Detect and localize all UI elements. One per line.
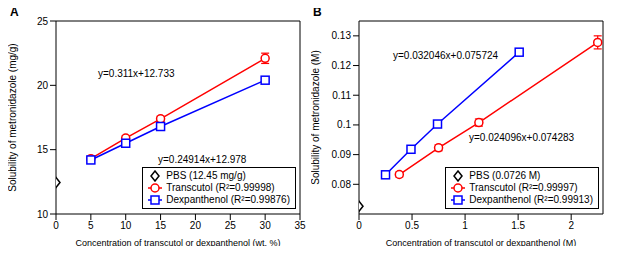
html-text:Dexpanthenol (R²=0.99913): Dexpanthenol (R²=0.99913) xyxy=(469,194,593,205)
svg-text:0: 0 xyxy=(53,220,59,231)
html-text:Dexpanthenol (R²=0.99876): Dexpanthenol (R²=0.99876) xyxy=(166,194,290,205)
svg-text:25: 25 xyxy=(37,16,49,27)
svg-text:Concentration of transcutol or: Concentration of transcutol or dexpanthe… xyxy=(386,238,577,246)
svg-text:25: 25 xyxy=(225,220,237,231)
html-text:B: B xyxy=(313,5,322,19)
svg-text:Concentration of transcutol or: Concentration of transcutol or dexpanthe… xyxy=(75,238,280,246)
svg-text:1.5: 1.5 xyxy=(511,220,525,231)
svg-text:0: 0 xyxy=(356,220,362,231)
svg-text:15: 15 xyxy=(37,144,49,155)
html-text:y=0.311x+12.733: y=0.311x+12.733 xyxy=(98,68,175,79)
html-text:Transcutol (R²=0.99998): Transcutol (R²=0.99998) xyxy=(166,182,275,193)
svg-text:5: 5 xyxy=(88,220,94,231)
html-text:Transcutol (R²=0.99997): Transcutol (R²=0.99997) xyxy=(469,182,578,193)
svg-text:35: 35 xyxy=(294,220,306,231)
html-text:y=0.024096x+0.074283: y=0.024096x+0.074283 xyxy=(469,132,575,143)
html-text:A: A xyxy=(10,5,19,19)
svg-text:0.08: 0.08 xyxy=(332,179,352,190)
svg-text:30: 30 xyxy=(260,220,272,231)
svg-text:20: 20 xyxy=(37,80,49,91)
html-text:PBS (0.0726 M): PBS (0.0726 M) xyxy=(469,170,541,181)
html-text:y=0.032046x+0.075724: y=0.032046x+0.075724 xyxy=(393,50,499,61)
svg-text:0.11: 0.11 xyxy=(332,90,351,101)
html-text:y=0.24914x+12.978: y=0.24914x+12.978 xyxy=(158,154,247,165)
svg-text:0.09: 0.09 xyxy=(332,149,352,160)
svg-text:1: 1 xyxy=(462,220,468,231)
html-text:PBS (12.45 mg/g): PBS (12.45 mg/g) xyxy=(166,170,246,181)
svg-text:10: 10 xyxy=(37,209,49,220)
svg-text:10: 10 xyxy=(120,220,132,231)
svg-text:0.12: 0.12 xyxy=(332,60,352,71)
svg-text:0.13: 0.13 xyxy=(332,30,352,41)
svg-text:Solubility of metronidazole (m: Solubility of metronidazole (mg/g) xyxy=(8,43,18,191)
svg-text:Solubility of metronidazole (M: Solubility of metronidazole (M) xyxy=(311,50,321,185)
svg-text:0.5: 0.5 xyxy=(405,220,419,231)
svg-text:15: 15 xyxy=(155,220,167,231)
svg-text:0.1: 0.1 xyxy=(337,119,351,130)
svg-text:20: 20 xyxy=(190,220,202,231)
svg-text:2: 2 xyxy=(568,220,574,231)
